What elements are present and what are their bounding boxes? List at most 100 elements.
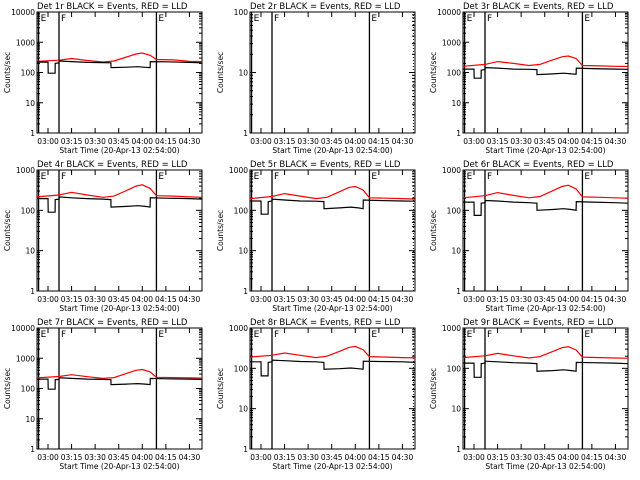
events-series-line (37, 60, 203, 74)
y-tick-label: 10 (451, 99, 461, 108)
x-tick-label: 04:00 (131, 137, 153, 146)
events-series-line (250, 198, 416, 215)
plot-frame (462, 169, 629, 292)
y-axis-label: Counts/sec (216, 52, 225, 93)
x-tick-label: 04:00 (344, 295, 366, 304)
y-tick-label: 1 (30, 287, 35, 296)
panel-title: Det 1r BLACK = Events, RED = LLD (37, 2, 188, 12)
event-boundary-label: E (158, 14, 164, 24)
events-series-line (37, 196, 203, 213)
x-tick-label: 03:30 (297, 137, 319, 146)
detector-panel-4: Det 4r BLACK = Events, RED = LLD 1 10 100 10… (3, 160, 203, 313)
x-tick-label: 03:15 (61, 295, 83, 304)
x-tick-label: 03:00 (463, 137, 485, 146)
x-tick-label: 03:45 (321, 137, 343, 146)
x-tick-label: 04:00 (344, 137, 366, 146)
event-boundary-label: F (487, 14, 492, 24)
event-boundary-label: F (61, 172, 66, 182)
lld-series-line (462, 184, 629, 199)
event-boundary-label: E (41, 330, 47, 340)
event-boundary-label: E (467, 172, 473, 182)
y-axis-label: Counts/sec (429, 52, 438, 93)
lld-series-line (249, 345, 416, 359)
y-tick-label: 100 (234, 8, 249, 17)
plot-frame (36, 169, 203, 292)
x-tick-label: 04:15 (368, 137, 390, 146)
x-axis-label: Start Time (20-Apr-13 02:54:00) (485, 304, 605, 313)
lld-series-line (36, 52, 203, 63)
x-tick-label: 03:30 (510, 453, 532, 462)
event-boundary-label: E (41, 172, 47, 182)
x-tick-label: 03:30 (297, 453, 319, 462)
plot-frame (462, 327, 629, 450)
plot-frame (249, 169, 416, 292)
panel-title: Det 5r BLACK = Events, RED = LLD (250, 160, 401, 170)
y-tick-label: 1000 (229, 166, 248, 175)
y-tick-label: 1 (456, 445, 461, 454)
x-tick-label: 04:15 (581, 453, 603, 462)
x-tick-label: 04:30 (179, 295, 201, 304)
y-tick-label: 10 (238, 247, 248, 256)
y-tick-label: 10 (238, 405, 248, 414)
y-tick-label: 1000 (229, 324, 248, 333)
x-tick-label: 03:30 (84, 137, 106, 146)
x-tick-label: 04:15 (155, 137, 177, 146)
x-tick-label: 03:15 (274, 295, 296, 304)
x-tick-label: 03:45 (108, 137, 130, 146)
event-boundary-label: F (274, 330, 279, 340)
x-tick-label: 03:15 (61, 453, 83, 462)
x-tick-label: 03:30 (297, 295, 319, 304)
x-tick-label: 04:15 (368, 453, 390, 462)
x-tick-label: 03:15 (61, 137, 83, 146)
panel-title: Det 8r BLACK = Events, RED = LLD (250, 318, 401, 328)
y-tick-label: 1000 (442, 38, 461, 47)
event-boundary-label: F (274, 14, 279, 24)
y-axis-label: Counts/sec (429, 368, 438, 409)
lld-series-line (36, 184, 203, 198)
y-tick-label: 10000 (437, 8, 461, 17)
events-series-line (463, 66, 629, 79)
y-tick-label: 100 (447, 206, 462, 215)
x-tick-label: 03:15 (487, 295, 509, 304)
x-tick-label: 04:30 (605, 137, 627, 146)
event-boundary-label: E (584, 14, 590, 24)
event-boundary-label: F (274, 172, 279, 182)
x-tick-label: 03:15 (487, 137, 509, 146)
x-tick-label: 03:45 (108, 295, 130, 304)
x-tick-label: 03:00 (250, 453, 272, 462)
y-tick-label: 100 (447, 69, 462, 78)
y-tick-label: 100 (21, 69, 36, 78)
x-axis-label: Start Time (20-Apr-13 02:54:00) (59, 146, 179, 155)
event-boundary-label: E (371, 172, 377, 182)
x-tick-label: 04:30 (179, 137, 201, 146)
x-tick-label: 04:30 (392, 453, 414, 462)
x-axis-label: Start Time (20-Apr-13 02:54:00) (59, 462, 179, 471)
event-boundary-label: F (487, 172, 492, 182)
event-boundary-label: F (61, 330, 66, 340)
panel-title: Det 2r BLACK = Events, RED = LLD (250, 2, 401, 12)
y-tick-label: 1 (456, 129, 461, 138)
lld-series-line (249, 185, 416, 200)
x-tick-label: 04:00 (557, 137, 579, 146)
y-tick-label: 1 (30, 445, 35, 454)
event-boundary-label: E (254, 172, 260, 182)
x-tick-label: 04:15 (581, 137, 603, 146)
x-tick-label: 04:15 (155, 453, 177, 462)
y-tick-label: 1000 (16, 354, 35, 363)
y-axis-label: Counts/sec (429, 210, 438, 251)
plot-frame (462, 11, 629, 134)
x-axis-label: Start Time (20-Apr-13 02:54:00) (272, 146, 392, 155)
detector-panel-7: Det 7r BLACK = Events, RED = LLD 1 10 100 10… (3, 318, 203, 471)
x-tick-label: 03:00 (37, 295, 59, 304)
plot-frame (249, 327, 416, 450)
event-boundary-label: F (61, 14, 66, 24)
y-tick-label: 10000 (11, 324, 35, 333)
plot-frame (36, 11, 203, 134)
plot-frame (36, 327, 203, 450)
y-tick-label: 10 (25, 247, 35, 256)
x-tick-label: 03:00 (37, 137, 59, 146)
x-tick-label: 03:45 (321, 295, 343, 304)
event-boundary-label: E (467, 330, 473, 340)
y-tick-label: 10000 (11, 8, 35, 17)
x-tick-label: 03:00 (463, 295, 485, 304)
